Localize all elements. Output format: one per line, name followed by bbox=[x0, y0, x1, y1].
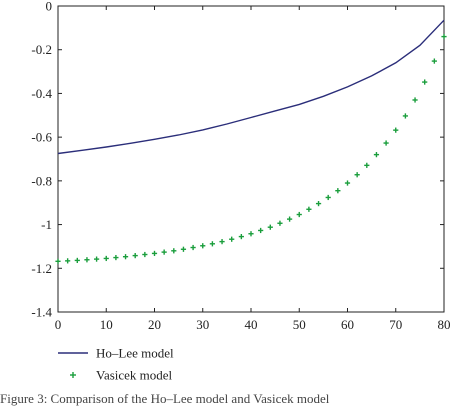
x-tick-label: 60 bbox=[341, 317, 354, 332]
series-layer bbox=[55, 19, 447, 264]
y-tick-label: -0.2 bbox=[31, 42, 52, 57]
data-point-vasicek bbox=[248, 231, 254, 237]
data-point-vasicek bbox=[74, 257, 80, 264]
data-point-vasicek bbox=[373, 152, 380, 158]
figure-caption: Figure 3: Comparison of the Ho–Lee model… bbox=[0, 391, 330, 406]
data-point-vasicek bbox=[84, 257, 90, 263]
data-point-vasicek bbox=[335, 188, 341, 194]
x-axis: 0 10 20 30 40 50 60 70 80 bbox=[55, 6, 451, 332]
y-tick-label: -1.2 bbox=[31, 261, 52, 276]
data-point-vasicek bbox=[306, 206, 312, 212]
legend: Ho–Lee model Vasicek model bbox=[58, 346, 174, 383]
data-point-vasicek bbox=[238, 233, 244, 240]
x-tick-label: 50 bbox=[293, 317, 306, 332]
data-point-vasicek bbox=[325, 194, 331, 201]
data-point-vasicek bbox=[258, 227, 264, 234]
data-point-vasicek bbox=[113, 254, 119, 261]
data-point-vasicek bbox=[200, 243, 206, 249]
data-point-vasicek bbox=[65, 258, 71, 264]
data-point-vasicek bbox=[354, 172, 360, 178]
data-point-vasicek bbox=[277, 220, 283, 226]
data-point-vasicek bbox=[103, 255, 109, 262]
x-tick-label: 80 bbox=[438, 317, 451, 332]
data-point-vasicek bbox=[122, 254, 129, 260]
x-tick-label: 70 bbox=[389, 317, 402, 332]
x-tick-label: 10 bbox=[100, 317, 113, 332]
data-point-vasicek bbox=[151, 250, 158, 257]
x-tick-label: 0 bbox=[55, 317, 62, 332]
series-line-ho-lee bbox=[57, 19, 445, 155]
data-point-vasicek bbox=[287, 216, 293, 222]
data-point-vasicek bbox=[219, 239, 225, 245]
data-point-vasicek bbox=[171, 248, 177, 254]
x-tick-label: 20 bbox=[148, 317, 161, 332]
plot-area bbox=[57, 5, 445, 313]
x-tick-label: 40 bbox=[245, 317, 258, 332]
data-point-vasicek bbox=[161, 249, 167, 255]
y-tick-label: -0.8 bbox=[31, 173, 52, 188]
data-point-vasicek bbox=[229, 236, 235, 242]
data-point-vasicek bbox=[267, 224, 273, 230]
data-point-vasicek bbox=[180, 246, 187, 252]
data-point-vasicek bbox=[132, 253, 138, 259]
data-point-vasicek bbox=[209, 241, 215, 247]
y-axis: 0 -0.2 -0.4 -0.6 -0.8 -1 -1.2 -1.4 bbox=[31, 0, 444, 320]
data-point-vasicek bbox=[94, 256, 100, 262]
data-point-vasicek bbox=[190, 244, 196, 251]
data-point-vasicek bbox=[441, 34, 447, 40]
data-point-vasicek bbox=[55, 258, 61, 264]
legend-label: Ho–Lee model bbox=[96, 346, 174, 361]
y-tick-label: -1.4 bbox=[31, 305, 52, 320]
y-tick-label: -0.6 bbox=[31, 130, 52, 145]
data-point-vasicek bbox=[364, 162, 370, 168]
data-point-vasicek bbox=[142, 251, 148, 258]
data-point-vasicek bbox=[422, 79, 428, 85]
data-point-vasicek bbox=[431, 58, 437, 64]
data-point-vasicek bbox=[296, 211, 302, 218]
legend-swatch-marker bbox=[70, 372, 76, 378]
data-point-vasicek bbox=[383, 140, 389, 146]
legend-label: Vasicek model bbox=[96, 368, 173, 383]
y-tick-label: -1 bbox=[41, 217, 52, 232]
data-point-vasicek bbox=[393, 127, 399, 133]
data-point-vasicek bbox=[315, 200, 322, 207]
data-point-vasicek bbox=[344, 180, 351, 186]
data-point-vasicek bbox=[412, 97, 418, 103]
data-point-vasicek bbox=[402, 113, 408, 119]
x-tick-label: 30 bbox=[196, 317, 209, 332]
y-tick-label: -0.4 bbox=[31, 86, 52, 101]
y-tick-label: 0 bbox=[46, 0, 53, 14]
